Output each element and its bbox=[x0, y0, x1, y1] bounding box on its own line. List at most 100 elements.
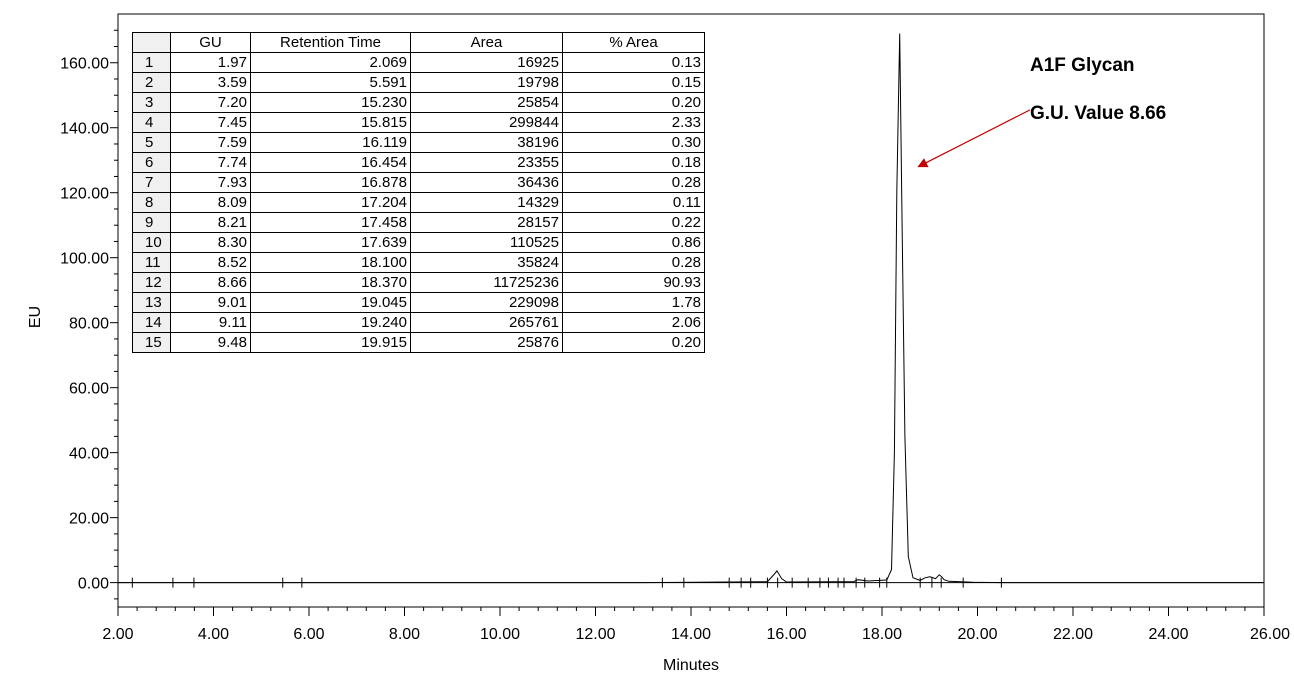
table-header-area: Area bbox=[410, 32, 563, 53]
table-cell: 2.33 bbox=[562, 112, 705, 133]
table-row: 4 7.45 15.815 299844 2.33 bbox=[132, 112, 705, 133]
table-header-percent-area: % Area bbox=[562, 32, 705, 53]
table-row: 15 9.48 19.915 25876 0.20 bbox=[132, 332, 705, 353]
table-cell: 36436 bbox=[410, 172, 563, 193]
table-row: 5 7.59 16.119 38196 0.30 bbox=[132, 132, 705, 153]
table-row-number: 5 bbox=[132, 132, 171, 153]
table-cell: 38196 bbox=[410, 132, 563, 153]
x-axis-title: Minutes bbox=[663, 657, 719, 674]
table-cell: 110525 bbox=[410, 232, 563, 253]
table-cell: 7.45 bbox=[170, 112, 251, 133]
peak-table: GU Retention Time Area % Area 1 1.97 2.069… bbox=[132, 32, 705, 353]
table-row: 7 7.93 16.878 36436 0.28 bbox=[132, 172, 705, 193]
annotation-value: G.U. Value 8.66 bbox=[1030, 103, 1166, 124]
table-row-number: 9 bbox=[132, 212, 171, 233]
table-cell: 0.28 bbox=[562, 172, 705, 193]
table-cell: 17.639 bbox=[250, 232, 411, 253]
table-cell: 5.591 bbox=[250, 72, 411, 93]
table-cell: 15.815 bbox=[250, 112, 411, 133]
table-cell: 3.59 bbox=[170, 72, 251, 93]
table-cell: 0.20 bbox=[562, 92, 705, 113]
y-tick-label: 80.00 bbox=[69, 316, 109, 333]
table-cell: 1.97 bbox=[170, 52, 251, 73]
table-cell: 8.21 bbox=[170, 212, 251, 233]
x-tick-label: 2.00 bbox=[102, 626, 133, 643]
table-cell: 0.11 bbox=[562, 192, 705, 213]
table-row: 14 9.11 19.240 265761 2.06 bbox=[132, 312, 705, 333]
table-row: 2 3.59 5.591 19798 0.15 bbox=[132, 72, 705, 93]
table-cell: 15.230 bbox=[250, 92, 411, 113]
table-cell: 8.52 bbox=[170, 252, 251, 273]
table-cell: 90.93 bbox=[562, 272, 705, 293]
table-row-number: 13 bbox=[132, 292, 171, 313]
series-line-trace bbox=[118, 33, 1264, 584]
x-tick-label: 14.00 bbox=[671, 626, 711, 643]
table-row-number: 11 bbox=[132, 252, 171, 273]
y-tick-label: 40.00 bbox=[69, 446, 109, 463]
table-cell: 8.66 bbox=[170, 272, 251, 293]
table-cell: 0.86 bbox=[562, 232, 705, 253]
table-cell: 7.93 bbox=[170, 172, 251, 193]
table-cell: 2.069 bbox=[250, 52, 411, 73]
table-header-corner bbox=[132, 32, 171, 53]
x-tick-label: 24.00 bbox=[1148, 626, 1188, 643]
table-row-number: 2 bbox=[132, 72, 171, 93]
table-row-number: 10 bbox=[132, 232, 171, 253]
table-row: 6 7.74 16.454 23355 0.18 bbox=[132, 152, 705, 173]
table-cell: 9.01 bbox=[170, 292, 251, 313]
table-row-number: 6 bbox=[132, 152, 171, 173]
table-cell: 16925 bbox=[410, 52, 563, 73]
table-cell: 19798 bbox=[410, 72, 563, 93]
table-cell: 9.48 bbox=[170, 332, 251, 353]
table-cell: 0.30 bbox=[562, 132, 705, 153]
y-tick-label: 120.00 bbox=[60, 186, 109, 203]
y-tick-label: 140.00 bbox=[60, 121, 109, 138]
table-row: 10 8.30 17.639 110525 0.86 bbox=[132, 232, 705, 253]
table-cell: 299844 bbox=[410, 112, 563, 133]
table-cell: 35824 bbox=[410, 252, 563, 273]
table-row: 8 8.09 17.204 14329 0.11 bbox=[132, 192, 705, 213]
table-cell: 9.11 bbox=[170, 312, 251, 333]
table-cell: 19.915 bbox=[250, 332, 411, 353]
x-tick-label: 4.00 bbox=[198, 626, 229, 643]
table-cell: 0.15 bbox=[562, 72, 705, 93]
table-cell: 0.22 bbox=[562, 212, 705, 233]
table-header-gu: GU bbox=[170, 32, 251, 53]
y-tick-label: 100.00 bbox=[60, 251, 109, 268]
table-cell: 8.09 bbox=[170, 192, 251, 213]
table-cell: 17.204 bbox=[250, 192, 411, 213]
table-cell: 19.045 bbox=[250, 292, 411, 313]
x-tick-label: 22.00 bbox=[1053, 626, 1093, 643]
table-cell: 16.119 bbox=[250, 132, 411, 153]
x-tick-label: 10.00 bbox=[480, 626, 520, 643]
table-cell: 25854 bbox=[410, 92, 563, 113]
table-row: 11 8.52 18.100 35824 0.28 bbox=[132, 252, 705, 273]
table-row: 9 8.21 17.458 28157 0.22 bbox=[132, 212, 705, 233]
table-cell: 16.454 bbox=[250, 152, 411, 173]
table-row: 12 8.66 18.370 11725236 90.93 bbox=[132, 272, 705, 293]
table-cell: 0.28 bbox=[562, 252, 705, 273]
table-row: 1 1.97 2.069 16925 0.13 bbox=[132, 52, 705, 73]
annotation-arrow bbox=[917, 109, 1031, 168]
table-row-number: 8 bbox=[132, 192, 171, 213]
table-row-number: 1 bbox=[132, 52, 171, 73]
table-row-number: 15 bbox=[132, 332, 171, 353]
annotation-label: A1F Glycan bbox=[1030, 55, 1135, 76]
table-cell: 25876 bbox=[410, 332, 563, 353]
table-row-number: 14 bbox=[132, 312, 171, 333]
y-tick-label: 160.00 bbox=[60, 56, 109, 73]
table-cell: 28157 bbox=[410, 212, 563, 233]
table-row-number: 3 bbox=[132, 92, 171, 113]
table-cell: 0.18 bbox=[562, 152, 705, 173]
table-cell: 229098 bbox=[410, 292, 563, 313]
y-axis-title: EU bbox=[27, 306, 44, 328]
table-cell: 16.878 bbox=[250, 172, 411, 193]
table-cell: 23355 bbox=[410, 152, 563, 173]
x-tick-label: 8.00 bbox=[389, 626, 420, 643]
table-cell: 18.370 bbox=[250, 272, 411, 293]
x-tick-label: 20.00 bbox=[957, 626, 997, 643]
table-row: 3 7.20 15.230 25854 0.20 bbox=[132, 92, 705, 113]
table-cell: 14329 bbox=[410, 192, 563, 213]
table-row-number: 4 bbox=[132, 112, 171, 133]
